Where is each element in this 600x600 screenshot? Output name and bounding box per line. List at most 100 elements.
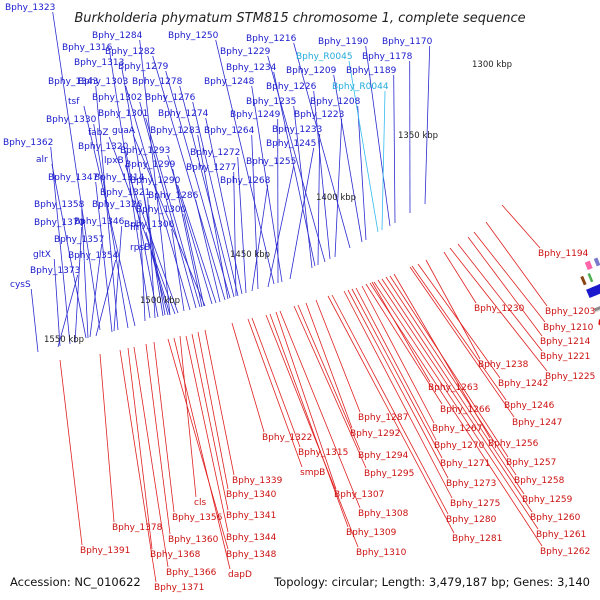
forward-gene-label: Bphy_1347: [48, 173, 98, 183]
reverse-gene-label-leader: [347, 289, 449, 479]
forward-gene-label-leader: [145, 231, 171, 316]
reverse-gene-label: Bphy_1309: [346, 528, 397, 538]
forward-gene-label-leader: [195, 199, 221, 303]
forward-gene-label: Bphy_1226: [266, 82, 317, 92]
forward-gene-arrow: [597, 283, 600, 290]
feature-tracks: [580, 257, 600, 326]
reverse-gene-label: Bphy_1322: [262, 433, 312, 443]
forward-gene-label-leader: [171, 228, 185, 312]
forward-gene-label: Bphy_1320: [78, 142, 129, 152]
reverse-gene-label: Bphy_1242: [498, 379, 548, 389]
reverse-gene-label: smpB: [300, 468, 325, 478]
reverse-gene-label-leader: [269, 313, 349, 528]
forward-gene-label-leader: [251, 134, 259, 290]
forward-gene-label-leader: [93, 123, 129, 329]
forward-gene-label-leader: [139, 208, 146, 322]
reverse-gene-label: Bphy_1230: [474, 304, 525, 314]
reverse-gene-label-leader: [191, 333, 229, 511]
forward-gene-label: Bphy_1370: [34, 218, 85, 228]
reverse-gene-label-leader: [473, 231, 546, 323]
forward-gene-label: Bphy_1277: [186, 163, 236, 173]
forward-gene-label: Bphy_1279: [118, 62, 169, 72]
kbp-mark-label: 1550 kbp: [44, 335, 84, 345]
forward-gene-label-leader: [251, 184, 269, 292]
reverse-gene-label: Bphy_1275: [450, 499, 500, 509]
reverse-gene-label: Bphy_1259: [522, 495, 573, 505]
reverse-gene-label-leader: [377, 279, 533, 513]
label-leader-lines: [30, 11, 548, 583]
reverse-gene-label-leader: [315, 299, 361, 413]
forward-gene-label: Bphy_1306: [124, 220, 175, 230]
reverse-gene-label: Bphy_1371: [154, 583, 204, 593]
forward-gene-label: Bphy_1362: [3, 138, 53, 148]
rna-gene-label-leader: [381, 90, 386, 231]
forward-gene-label: Bphy_1330: [46, 115, 97, 125]
forward-gene-label-leader: [125, 85, 191, 311]
accession-text: Accession: NC_010622: [10, 575, 141, 589]
forward-gene-label: Bphy_1343: [48, 77, 98, 87]
reverse-gene-label-leader: [365, 283, 443, 405]
kbp-mark-label: 1300 kbp: [472, 60, 512, 70]
reverse-gene-label-leader: [167, 338, 229, 550]
reverse-gene-label-leader: [275, 311, 337, 490]
reverse-gene-label: Bphy_1292: [350, 429, 400, 439]
reverse-gene-label: Bphy_1273: [446, 479, 496, 489]
reverse-gene-label-leader: [279, 310, 361, 509]
forward-gene-label: Bphy_1170: [382, 37, 433, 47]
forward-gene-label-leader: [293, 105, 313, 269]
forward-gene-label: Bphy_1190: [318, 37, 369, 47]
forward-gene-label: Bphy_1302: [92, 93, 142, 103]
forward-gene-label-leader: [74, 226, 83, 344]
forward-gene-label: Bphy_1249: [230, 110, 281, 120]
gene-labels: Bphy_1323Bphy_1316Bphy_1313Bphy_1343Bphy…: [3, 3, 595, 593]
forward-gene-label-leader: [293, 42, 351, 249]
reverse-gene-label: Bphy_1271: [440, 459, 490, 469]
forward-gene-label-leader: [95, 181, 113, 333]
forward-gene-label: cysS: [10, 280, 31, 290]
reverse-gene-label: Bphy_1307: [334, 490, 384, 500]
forward-gene-label: Bphy_1189: [346, 66, 397, 76]
forward-gene-label: Bphy_1234: [226, 63, 277, 73]
forward-gene-label-leader: [57, 274, 79, 348]
forward-gene-label: Bphy_1216: [246, 34, 297, 44]
reverse-gene-label: Bphy_1348: [226, 550, 277, 560]
forward-gene-label: Bphy_1354: [68, 251, 119, 261]
reverse-gene-label: Bphy_1261: [536, 530, 586, 540]
reverse-gene-label-leader: [443, 251, 477, 304]
reverse-gene-label-leader: [153, 341, 175, 513]
reverse-gene-label-leader: [179, 335, 197, 498]
reverse-gene-label: Bphy_1368: [150, 550, 201, 560]
reverse-gene-label-leader: [331, 294, 449, 515]
forward-gene-label: Bphy_1274: [158, 109, 209, 119]
forward-gene-label-leader: [95, 85, 119, 331]
reverse-gene-label: Bphy_1366: [166, 568, 217, 578]
reverse-gene-label-leader: [411, 265, 507, 401]
reverse-gene-label-leader: [369, 282, 543, 547]
reverse-gene-label-leader: [381, 278, 525, 495]
reverse-gene-label: Bphy_1214: [540, 337, 591, 347]
forward-gene-label-leader: [150, 251, 169, 316]
kbp-mark-label: 1350 kbp: [398, 131, 438, 141]
forward-gene-label: rpsB: [130, 243, 150, 253]
reverse-gene-label: Bphy_1260: [530, 513, 581, 523]
forward-gene-label: Bphy_1208: [310, 97, 361, 107]
forward-gene-arrow: [591, 283, 600, 296]
reverse-gene-label-leader: [297, 304, 361, 451]
forward-gene-label-leader: [177, 184, 217, 304]
forward-gene-label-leader: [30, 288, 39, 353]
rna-gene-label: Bphy_R0044: [332, 82, 389, 92]
forward-gene-label: Bphy_1301: [98, 109, 148, 119]
reverse-gene-label-leader: [373, 281, 539, 530]
forward-gene-label-leader: [108, 136, 176, 315]
forward-gene-label-leader: [215, 39, 275, 285]
feature-bar-outer: [584, 260, 593, 271]
reverse-gene-label-leader: [425, 259, 481, 360]
reverse-gene-label-leader: [145, 343, 171, 535]
map-title: Burkholderia phymatum STM815 chromosome …: [74, 11, 525, 26]
forward-gene-label: Bphy_1316: [62, 43, 113, 53]
forward-gene-label-leader: [197, 134, 229, 300]
forward-gene-label: tsf: [68, 97, 80, 107]
feature-bar-outer: [593, 257, 600, 267]
forward-gene-label: Bphy_1276: [145, 93, 196, 103]
